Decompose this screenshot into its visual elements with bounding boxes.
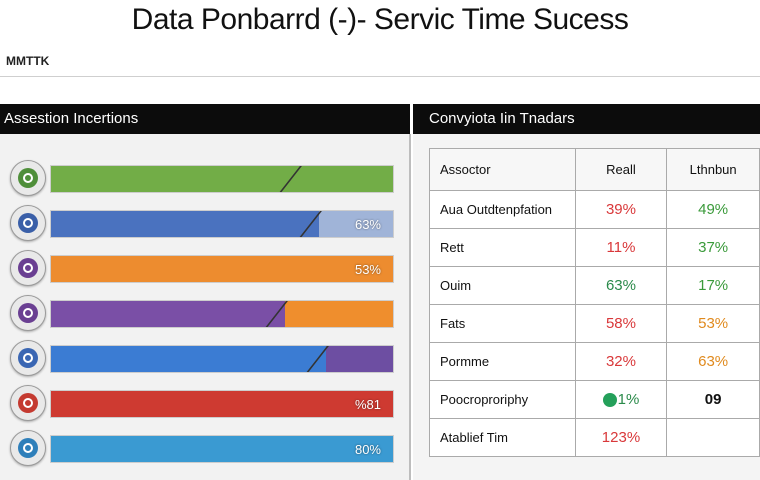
row-label: Ouim [429,266,576,305]
row-label: Pormme [429,342,576,381]
indicator-bar-track [50,345,394,373]
row-label: Rett [429,228,576,267]
row-label: Atablief Tim [429,418,576,457]
table-row: Pormme 32% 63% [429,342,760,381]
real-value: 123% [574,418,668,457]
limit-value: 53% [666,304,760,343]
indicator-bar-fill [51,346,326,372]
real-value-text: 123% [601,429,641,446]
status-dot-icon [602,393,617,408]
page-subtitle: MMTTK [6,54,50,68]
limit-value: 09 [666,380,760,419]
indicator-bar-fill [51,301,285,327]
shield-icon [10,385,46,421]
row-label: Aua Outdtenpfation [429,190,576,229]
table-row: Fats 58% 53% [429,304,760,343]
indicator-bar-row: 53% [10,250,396,286]
indicator-bar-label: 63% [354,217,381,232]
indicator-bar-fill [51,166,299,192]
right-panel-header: Convyiota Iin Tnadars [413,104,760,134]
real-value-text: 32% [605,353,636,370]
limit-value: 17% [666,266,760,305]
target-icon [10,205,46,241]
indicator-bars-panel: 63% 53% %81 80% [0,134,411,480]
column-header-real: Reall [574,148,668,191]
table-row: Ouim 63% 17% [429,266,760,305]
real-value: 39% [574,190,668,229]
real-value: 32% [574,342,668,381]
real-value: 58% [574,304,668,343]
table-row: Rett 11% 37% [429,228,760,267]
real-value-text: 11% [606,239,636,256]
real-value: 1% [574,380,668,419]
limit-value: 49% [666,190,760,229]
indicator-bar-row [10,295,396,331]
limit-value [666,418,760,457]
indicator-bar-row: %81 [10,385,396,421]
indicator-bar-fill [51,391,393,417]
real-value-text: 1% [617,391,640,408]
table-row: Aua Outdtenpfation 39% 49% [429,190,760,229]
clock-icon [10,340,46,376]
comparison-table: Assoctor Reall Lthnbun Aua Outdtenpfatio… [429,148,760,457]
row-label: Fats [429,304,576,343]
globe-icon [10,430,46,466]
indicator-bar-track: 63% [50,210,394,238]
left-panel-header: Assestion Incertions [0,104,410,134]
comparison-table-panel: Assoctor Reall Lthnbun Aua Outdtenpfatio… [413,134,760,480]
indicator-bar-fill [51,256,393,282]
table-row: Poocroproriphy 1% 09 [429,380,760,419]
table-row: Atablief Tim 123% [429,418,760,457]
indicator-bar-row [10,340,396,376]
column-header-associator: Assoctor [429,148,576,191]
chart-icon [10,160,46,196]
indicator-bar-track: 80% [50,435,394,463]
indicator-bar-label: %81 [354,397,381,412]
indicator-bar-fill [51,211,319,237]
indicator-bar-row: 80% [10,430,396,466]
real-value: 63% [574,266,668,305]
indicator-bar-track: 53% [50,255,394,283]
real-value-text: 63% [605,277,636,294]
indicator-bar-fill [51,436,393,462]
indicator-bar-row [10,160,396,196]
real-value-text: 58% [605,315,636,332]
table-header-row: Assoctor Reall Lthnbun [429,148,760,191]
divider [0,76,760,77]
page-title: Data Ponbarrd (-)- Servic Time Sucess [131,3,629,36]
people-icon [10,250,46,286]
indicator-bar-track [50,300,394,328]
indicator-bar-row: 63% [10,205,396,241]
indicator-bar-track: %81 [50,390,394,418]
real-value: 11% [574,228,668,267]
column-header-limit: Lthnbun [666,148,760,191]
gear-icon [10,295,46,331]
indicator-bar-track [50,165,394,193]
indicator-bar-label: 53% [354,262,381,277]
limit-value: 63% [666,342,760,381]
row-label: Poocroproriphy [429,380,576,419]
real-value-text: 39% [605,201,636,218]
indicator-bar-label: 80% [354,442,381,457]
limit-value: 37% [666,228,760,267]
